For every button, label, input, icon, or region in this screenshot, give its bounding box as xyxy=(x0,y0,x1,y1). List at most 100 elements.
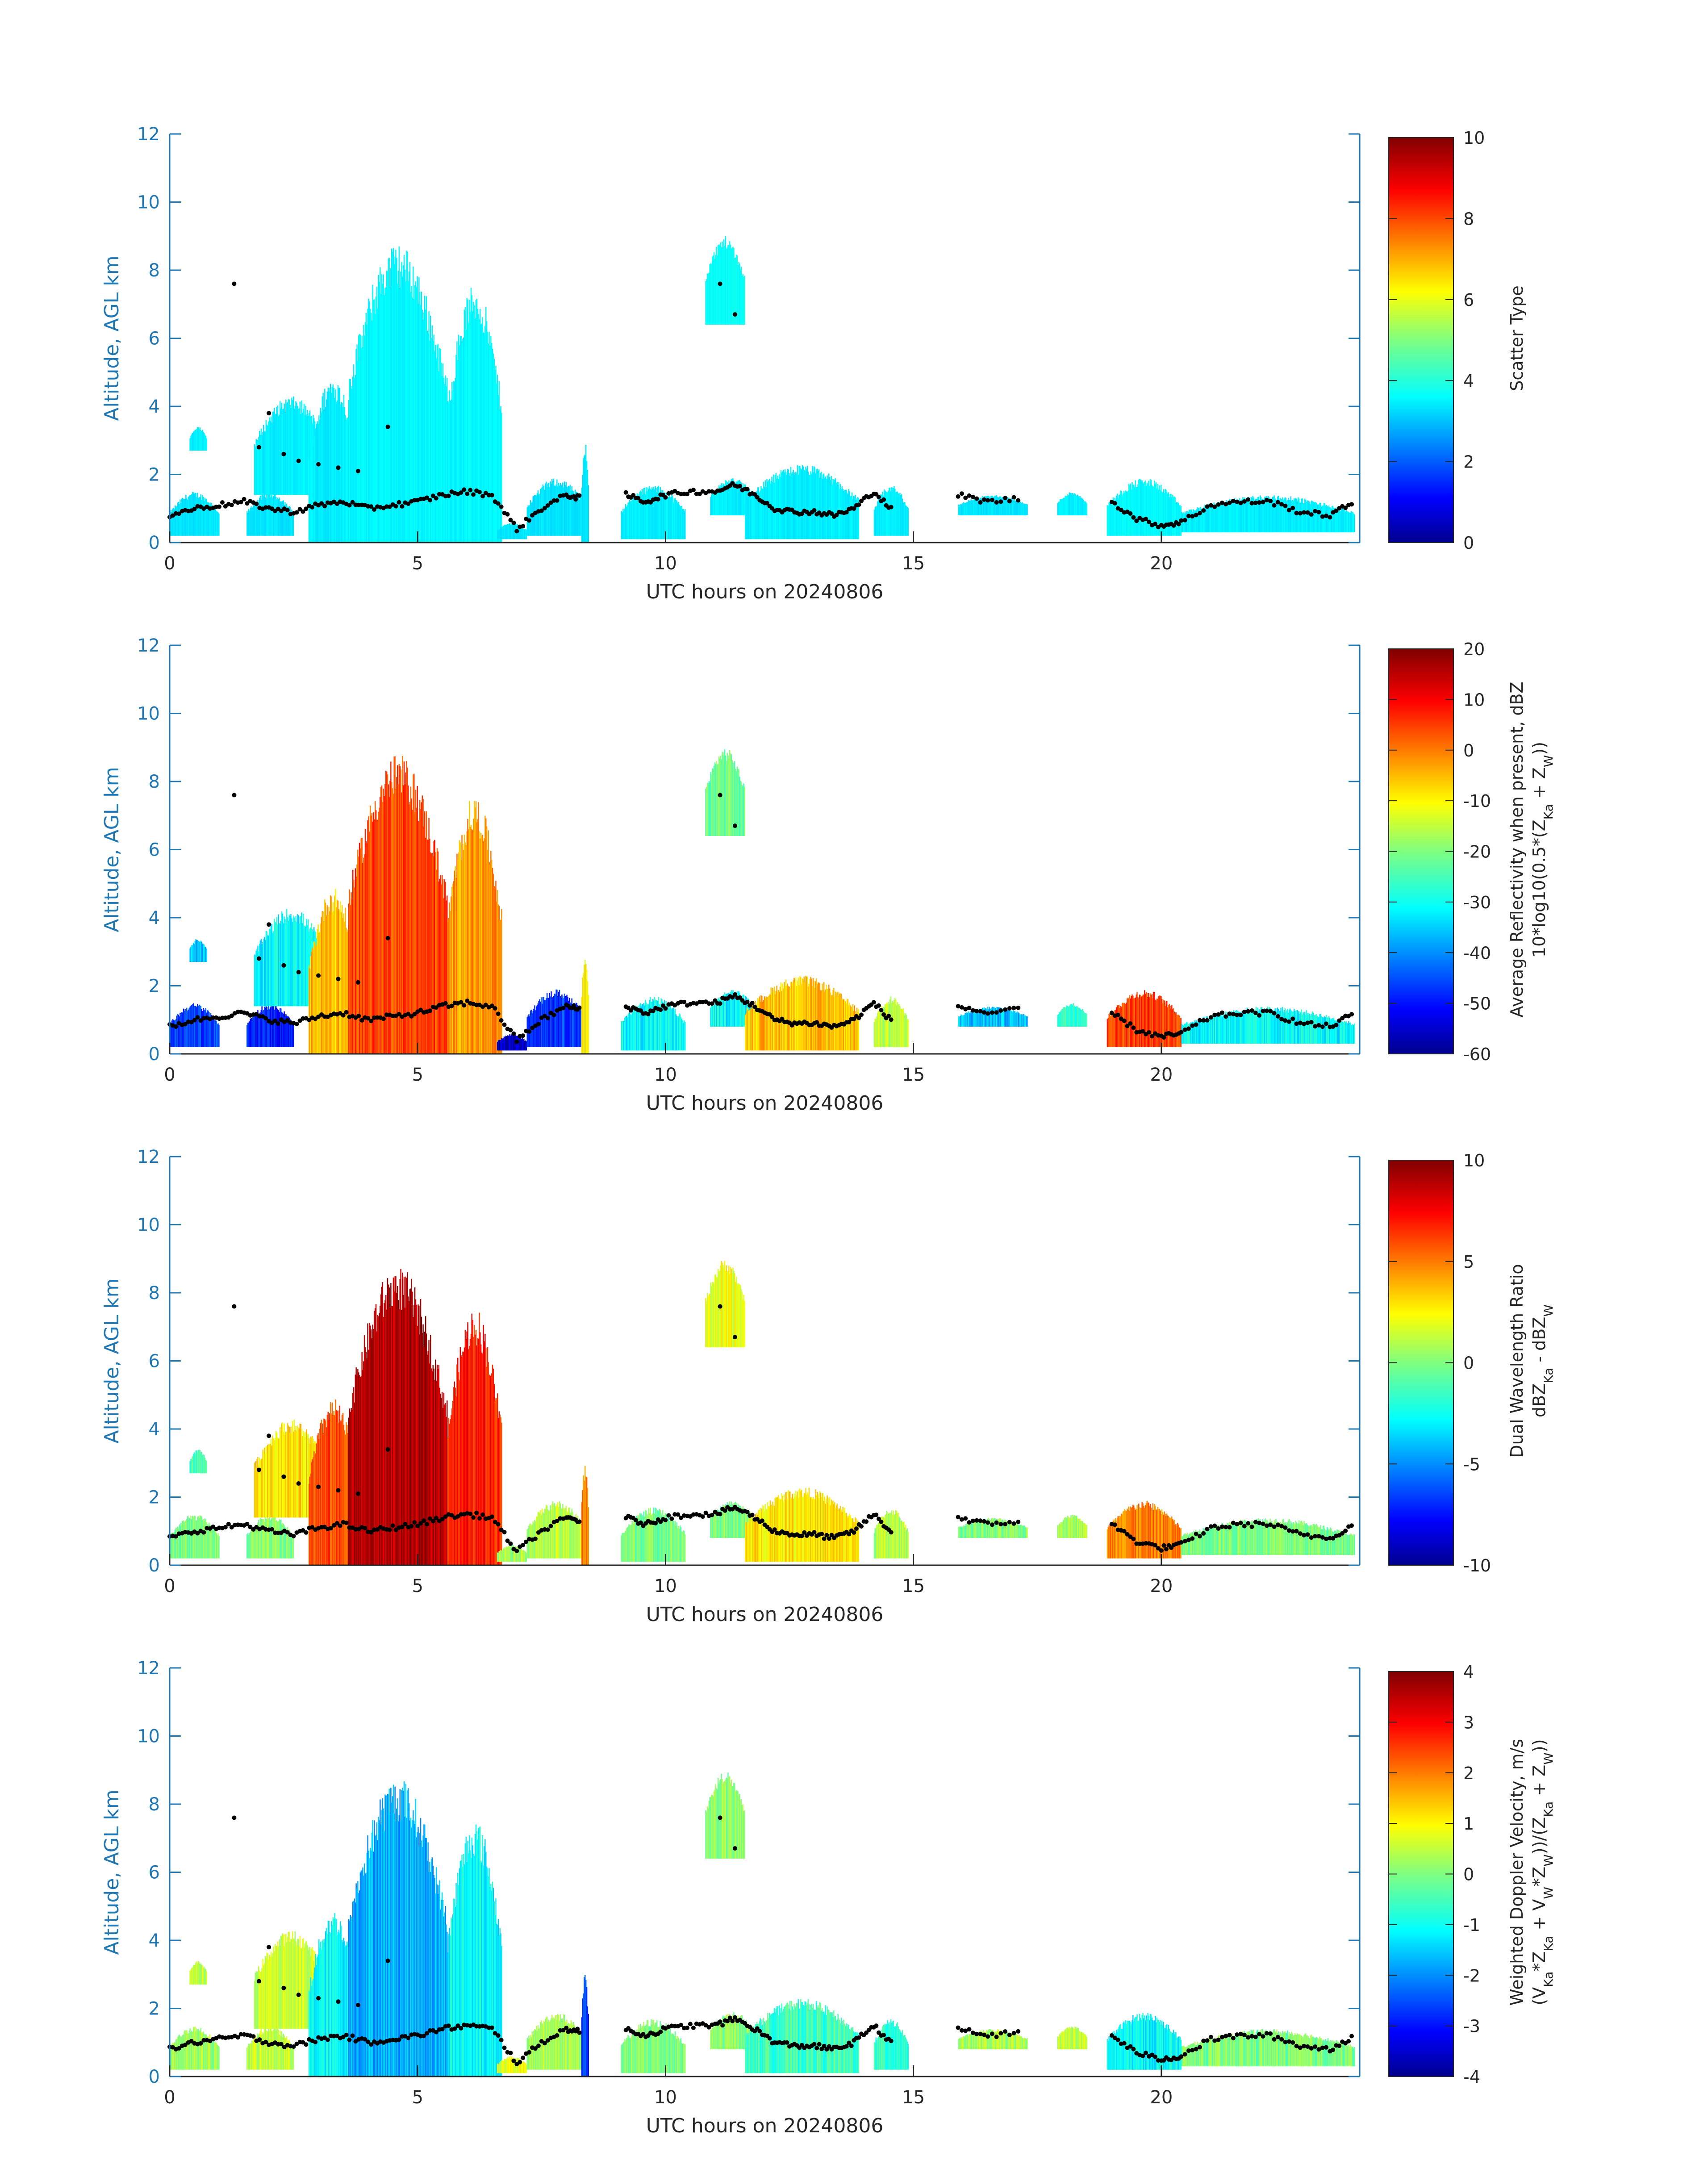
cloud-column xyxy=(878,498,879,536)
cloud-column xyxy=(794,982,796,1051)
cloud-column xyxy=(408,804,410,1054)
cloud-base-point xyxy=(1238,1012,1243,1017)
cloud-column xyxy=(292,400,293,495)
cloud-column xyxy=(283,408,284,495)
cloud-column xyxy=(281,501,283,536)
cloud-column xyxy=(374,819,375,1054)
cloud-column xyxy=(1124,1003,1126,1047)
cloud-column xyxy=(798,977,799,1051)
cloud-column xyxy=(722,998,723,1027)
cloud-column xyxy=(1282,1012,1284,1044)
cloud-column xyxy=(737,480,739,515)
cloud-column xyxy=(550,996,551,1047)
cloud-column xyxy=(308,919,309,1007)
cloud-column xyxy=(793,980,794,1051)
cloud-column xyxy=(325,407,326,543)
cloud-column xyxy=(1111,1010,1112,1047)
cloud-column xyxy=(359,843,360,1054)
cloud-column xyxy=(777,475,778,539)
cloud-base-point xyxy=(829,511,834,516)
cloud-column xyxy=(441,363,442,543)
cloud-base-point xyxy=(220,500,225,505)
cloud-column xyxy=(561,994,563,1047)
cloud-column xyxy=(856,500,857,539)
cloud-column xyxy=(1163,999,1164,1047)
cloud-column xyxy=(355,868,356,1054)
cloud-column xyxy=(1236,1010,1237,1044)
cloud-column xyxy=(277,1009,279,1047)
cloud-column xyxy=(497,530,499,539)
cloud-column xyxy=(1161,996,1162,1047)
cloud-base-point xyxy=(344,1010,349,1015)
cloud-base-point xyxy=(856,502,861,507)
cloud-base-point xyxy=(1147,519,1152,524)
cloud-base-point xyxy=(350,500,355,505)
cloud-column xyxy=(530,502,532,536)
cloud-column xyxy=(361,335,363,543)
cloud-column xyxy=(1246,500,1248,533)
cloud-column xyxy=(175,506,177,536)
cloud-column xyxy=(1157,484,1159,536)
cloud-column xyxy=(486,321,488,543)
cloud-column xyxy=(1265,1011,1267,1044)
cloud-column xyxy=(282,1012,284,1047)
cloud-base-point xyxy=(465,999,470,1003)
cloud-column xyxy=(1002,1008,1004,1027)
cloud-column xyxy=(292,1022,294,1047)
cloud-base-point xyxy=(527,1029,532,1034)
cloud-column xyxy=(312,438,313,543)
cloud-column xyxy=(320,923,322,1054)
y-tick-label: 12 xyxy=(137,635,160,656)
cloud-column xyxy=(853,496,854,539)
cloud-column xyxy=(1243,501,1244,533)
cloud-column xyxy=(979,498,981,515)
cloud-column xyxy=(761,996,763,1051)
cloud-column xyxy=(1077,1008,1079,1027)
cloud-base-point xyxy=(270,1527,274,1532)
cloud-column xyxy=(303,409,304,495)
cloud-column xyxy=(316,424,317,543)
cloud-column xyxy=(188,497,189,536)
cloud-column xyxy=(307,925,308,1007)
cloud-column xyxy=(520,1038,522,1051)
cloud-column xyxy=(184,498,186,536)
cloud-column xyxy=(1147,484,1148,536)
cloud-column xyxy=(195,430,196,451)
cloud-column xyxy=(786,985,788,1051)
cloud-column xyxy=(958,504,960,515)
cloud-column xyxy=(452,390,454,543)
cloud-column xyxy=(197,1006,199,1047)
cloud-column xyxy=(1293,501,1294,533)
cloud-column xyxy=(1141,996,1143,1047)
cloud-column xyxy=(1323,1017,1325,1044)
cloud-column xyxy=(545,1000,546,1047)
cloud-column xyxy=(1216,505,1217,533)
cloud-column xyxy=(435,852,436,1054)
cloud-column xyxy=(988,496,989,515)
cloud-column xyxy=(1026,1016,1027,1027)
cloud-column xyxy=(796,472,798,539)
cloud-base-point xyxy=(1275,1014,1280,1019)
cloud-column xyxy=(625,1016,626,1051)
cloud-column xyxy=(393,264,395,543)
cloud-column xyxy=(266,498,267,536)
cloud-column xyxy=(1151,485,1153,536)
cloud-column xyxy=(1150,480,1152,536)
cloud-column xyxy=(851,1008,853,1051)
cloud-base-point xyxy=(1302,510,1307,515)
cloud-column xyxy=(285,506,287,536)
cloud-column xyxy=(1326,1015,1327,1044)
cloud-column xyxy=(425,309,426,543)
cloud-column xyxy=(638,497,639,539)
cloud-column xyxy=(1255,1007,1257,1044)
cloud-column xyxy=(191,434,192,451)
cloud-column xyxy=(731,991,733,1027)
cloud-column xyxy=(472,830,473,1054)
cloud-column xyxy=(207,1010,208,1047)
cloud-column xyxy=(745,500,746,539)
cloud-column xyxy=(1186,1022,1187,1044)
cloud-column xyxy=(287,917,288,1007)
cloud-column xyxy=(347,932,348,1054)
cloud-column xyxy=(629,1010,631,1051)
cloud-column xyxy=(302,413,303,495)
